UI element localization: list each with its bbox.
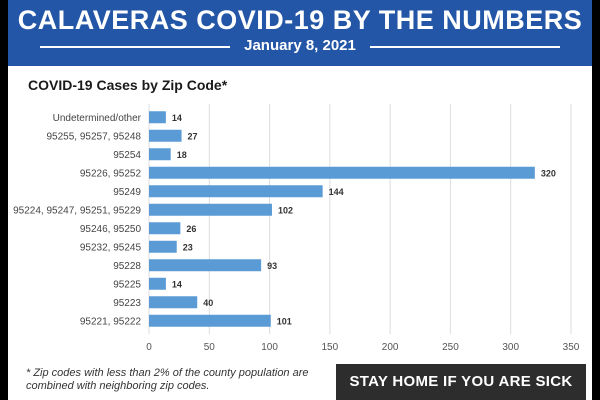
chart-title: COVID-19 Cases by Zip Code* xyxy=(28,77,228,93)
data-label: 14 xyxy=(172,113,182,123)
data-label: 40 xyxy=(203,298,213,308)
x-tick-label: 50 xyxy=(204,342,216,353)
category-label: 95226, 95252 xyxy=(80,168,142,179)
x-tick-label: 200 xyxy=(382,342,399,353)
bar xyxy=(149,129,182,142)
category-label: 95221, 95222 xyxy=(80,316,142,327)
data-label: 144 xyxy=(329,187,344,197)
data-label: 320 xyxy=(541,168,556,178)
category-label: Undetermined/other xyxy=(53,113,142,124)
bar xyxy=(149,203,272,216)
page-title: CALAVERAS COVID-19 BY THE NUMBERS xyxy=(17,5,583,35)
data-label: 26 xyxy=(186,224,196,234)
stay-home-banner: STAY HOME IF YOU ARE SICK xyxy=(336,364,586,400)
category-label: 95246, 95250 xyxy=(80,224,142,235)
x-tick-label: 250 xyxy=(442,342,459,353)
x-tick-label: 100 xyxy=(261,342,278,353)
bar-chart: 0 50 100 150 200 250 300 350 Undetermined/other 1… xyxy=(13,104,580,353)
footnote: * Zip codes with less than 2% of the cou… xyxy=(26,367,309,392)
data-label: 102 xyxy=(278,205,293,215)
data-label: 101 xyxy=(277,316,292,326)
header-rule-left xyxy=(40,46,230,48)
header-banner: CALAVERAS COVID-19 BY THE NUMBERS Januar… xyxy=(8,0,592,66)
category-label: 95228 xyxy=(113,261,141,272)
category-label: 95224, 95247, 95251, 95229 xyxy=(13,205,141,216)
x-tick-label: 150 xyxy=(322,342,339,353)
x-tick-label: 350 xyxy=(563,342,580,353)
x-tick-label: 300 xyxy=(502,342,519,353)
bar xyxy=(149,314,271,327)
bar xyxy=(149,222,181,235)
bar xyxy=(149,148,171,161)
category-label: 95232, 95245 xyxy=(80,242,142,253)
header-rule-right xyxy=(370,46,560,48)
infographic: CALAVERAS COVID-19 BY THE NUMBERS Januar… xyxy=(8,0,592,400)
header-date: January 8, 2021 xyxy=(244,37,356,54)
data-label: 23 xyxy=(183,242,193,252)
bar xyxy=(149,259,262,272)
bar xyxy=(149,166,535,179)
data-label: 14 xyxy=(172,279,182,289)
bar xyxy=(149,277,166,290)
category-label: 95225 xyxy=(113,279,141,290)
bar xyxy=(149,240,177,253)
bar xyxy=(149,111,166,124)
data-label: 27 xyxy=(188,131,198,141)
bar xyxy=(149,296,198,309)
category-label: 95223 xyxy=(113,298,141,309)
data-label: 93 xyxy=(267,261,277,271)
category-label: 95255, 95257, 95248 xyxy=(46,131,141,142)
category-label: 95249 xyxy=(113,187,141,198)
category-label: 95254 xyxy=(113,150,141,161)
data-label: 18 xyxy=(177,150,187,160)
x-tick-label: 0 xyxy=(146,342,152,353)
bar xyxy=(149,185,323,198)
